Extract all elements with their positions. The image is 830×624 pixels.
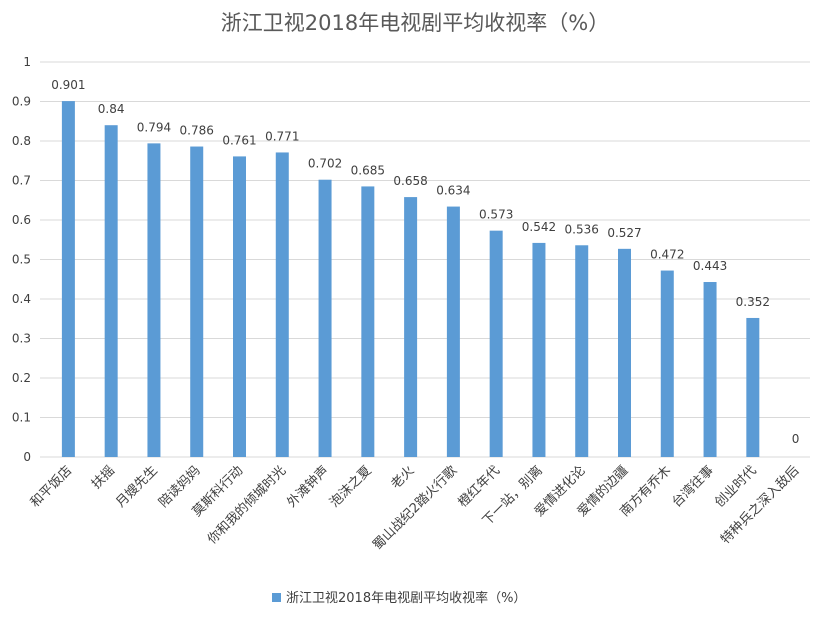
category-label: 特种兵之深入敌后 bbox=[718, 463, 802, 547]
y-tick-label: 0.5 bbox=[12, 253, 31, 267]
data-label: 0.84 bbox=[98, 102, 125, 116]
y-tick-label: 0.1 bbox=[12, 411, 31, 425]
bar bbox=[361, 186, 375, 458]
data-labels: 0.901 0.84 0.794 0.786 0.761 0.771 0.702 0.685 0… bbox=[51, 78, 799, 446]
bars bbox=[61, 101, 760, 458]
data-label: 0.702 bbox=[308, 157, 342, 171]
data-label: 0.472 bbox=[650, 248, 684, 262]
y-tick-label: 0.8 bbox=[12, 134, 31, 148]
bar bbox=[703, 282, 717, 457]
data-label: 0.527 bbox=[607, 226, 641, 240]
category-label: 和平饭店 bbox=[28, 463, 75, 510]
y-tick-label: 0 bbox=[23, 450, 31, 464]
data-label: 0.573 bbox=[479, 208, 513, 222]
bar bbox=[489, 230, 503, 457]
bar bbox=[618, 248, 631, 457]
data-label: 0.658 bbox=[393, 174, 427, 188]
data-label: 0.542 bbox=[522, 220, 556, 234]
y-tick-label: 0.3 bbox=[12, 332, 31, 346]
y-axis-ticks: 0 0.1 0.2 0.3 0.4 0.5 0.6 0.7 0.8 0.9 1 bbox=[12, 55, 31, 464]
data-label: 0.786 bbox=[180, 124, 214, 138]
data-label: 0.685 bbox=[351, 163, 385, 177]
bar bbox=[660, 270, 674, 457]
data-label: 0.761 bbox=[222, 133, 256, 147]
bar bbox=[104, 125, 118, 457]
category-label: 月嫂先生 bbox=[113, 463, 160, 510]
data-label: 0.443 bbox=[693, 259, 727, 273]
category-label: 老火 bbox=[388, 463, 417, 492]
category-label: 台湾往事 bbox=[669, 463, 717, 511]
bar bbox=[190, 146, 204, 457]
bar bbox=[404, 197, 418, 457]
legend-label: 浙江卫视2018年电视剧平均收视率（%） bbox=[286, 590, 526, 606]
y-tick-label: 0.7 bbox=[12, 174, 31, 188]
y-tick-label: 0.2 bbox=[12, 371, 31, 385]
y-tick-label: 0.9 bbox=[12, 95, 31, 109]
chart-title: 浙江卫视2018年电视剧平均收视率（%） bbox=[221, 11, 609, 35]
y-tick-label: 0.4 bbox=[12, 292, 31, 306]
bar bbox=[275, 152, 289, 457]
data-label: 0.901 bbox=[51, 78, 85, 92]
y-tick-label: 1 bbox=[23, 55, 31, 69]
gridlines bbox=[40, 61, 810, 458]
data-label: 0.794 bbox=[137, 120, 171, 134]
legend-swatch bbox=[272, 593, 281, 602]
data-label: 0.352 bbox=[736, 295, 770, 309]
data-label: 0.536 bbox=[565, 222, 599, 236]
category-label: 你和我的倾城时光 bbox=[204, 463, 289, 548]
data-label: 0 bbox=[792, 432, 800, 446]
data-label: 0.634 bbox=[436, 184, 470, 198]
category-label: 蜀山战纪2踏火行歌 bbox=[370, 463, 460, 553]
y-tick-label: 0.6 bbox=[12, 213, 31, 227]
category-label: 外滩钟声 bbox=[284, 463, 332, 511]
bar bbox=[318, 179, 332, 457]
bar bbox=[532, 242, 546, 457]
category-label: 泡沫之夏 bbox=[327, 463, 374, 510]
bar bbox=[233, 156, 246, 457]
legend: 浙江卫视2018年电视剧平均收视率（%） bbox=[272, 590, 526, 606]
data-label: 0.771 bbox=[265, 129, 299, 143]
bar bbox=[61, 101, 75, 457]
bar bbox=[575, 245, 589, 457]
bar bbox=[746, 317, 760, 457]
bar bbox=[446, 206, 460, 457]
bar bbox=[147, 143, 161, 457]
category-label: 扶摇 bbox=[89, 463, 118, 492]
